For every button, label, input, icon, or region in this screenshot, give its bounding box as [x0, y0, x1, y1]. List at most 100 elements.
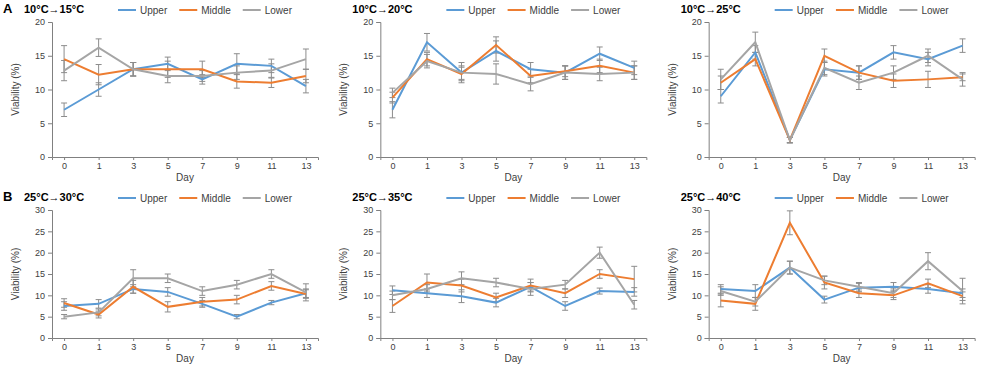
error-bar-cap [493, 286, 499, 287]
x-tick-mark [859, 157, 860, 160]
error-bar-cap [960, 86, 966, 87]
x-tick-label: 7 [857, 342, 862, 352]
plot-area [61, 39, 309, 117]
y-axis-line [705, 23, 710, 158]
chart-title: 10°C→25°C [681, 3, 741, 15]
legend-label: Lower [593, 193, 621, 204]
x-tick: 1 [425, 157, 430, 171]
error-bar-cap [856, 65, 862, 66]
y-tick-mark [705, 253, 709, 254]
error-bar-cap [165, 311, 171, 312]
x-tick: 11 [267, 157, 276, 171]
error-bars [61, 54, 309, 117]
x-tick-mark [824, 338, 825, 341]
legend: UpperMiddleLower [775, 5, 950, 16]
legend: UpperMiddleLower [118, 193, 293, 204]
x-tick: 9 [235, 157, 240, 171]
legend-label: Middle [858, 5, 888, 16]
error-bar-cap [890, 288, 896, 289]
x-tick: 1 [97, 157, 102, 171]
error-bar-cap [787, 274, 793, 275]
y-tick-mark [705, 274, 709, 275]
y-tick-label: 10 [35, 85, 45, 95]
x-tick-mark [462, 338, 463, 341]
error-bar-cap [389, 285, 395, 286]
y-tick: 30 [692, 205, 709, 215]
error-bar-cap [130, 62, 136, 63]
error-bar-cap [268, 63, 274, 64]
y-tick: 0 [697, 333, 709, 343]
error-bar-cap [597, 258, 603, 259]
error-bar-cap [562, 65, 568, 66]
error-bar-cap [424, 33, 430, 34]
error-bar-cap [459, 291, 465, 292]
error-bar-cap [597, 80, 603, 81]
error-bars [718, 39, 966, 143]
error-bar-cap [199, 61, 205, 62]
x-tick-mark [600, 157, 601, 160]
x-tick-label: 13 [301, 161, 311, 171]
error-bar-cap [821, 303, 827, 304]
x-tick: 9 [235, 338, 240, 352]
x-tick-mark [634, 157, 635, 160]
error-bar-cap [165, 301, 171, 302]
y-tick: 20 [363, 17, 380, 27]
y-tick-mark [376, 274, 380, 275]
x-tick-label: 7 [529, 342, 534, 352]
y-tick-mark [48, 317, 52, 318]
x-tick-label: 7 [200, 342, 205, 352]
y-axis: 051015202530 [363, 205, 381, 343]
error-bar-cap [96, 56, 102, 57]
error-bar-cap [199, 295, 205, 296]
error-bar-cap [130, 76, 136, 77]
x-tick-label: 1 [425, 342, 430, 352]
error-bar-cap [597, 278, 603, 279]
error-bar-cap [960, 72, 966, 73]
error-bar-cap [61, 80, 67, 81]
panel: 25°C→40°C0510152025300135791113DayViabil… [667, 191, 976, 364]
y-tick-mark [48, 274, 52, 275]
error-bar-cap [165, 296, 171, 297]
x-tick-label: 0 [390, 161, 395, 171]
x-tick: 7 [200, 157, 205, 171]
x-tick-label: 3 [788, 342, 793, 352]
error-bar-cap [96, 96, 102, 97]
y-tick-label: 10 [692, 291, 702, 301]
series-line [64, 274, 306, 317]
y-tick-mark [48, 56, 52, 57]
error-bar-cap [130, 76, 136, 77]
error-bar-cap [303, 283, 309, 284]
y-tick-mark [376, 210, 380, 211]
y-tick-label: 15 [692, 269, 702, 279]
error-bar-cap [821, 284, 827, 285]
y-tick-label: 0 [697, 152, 702, 162]
y-tick-mark [376, 56, 380, 57]
y-tick-label: 15 [692, 51, 702, 61]
legend-entry: Middle [508, 193, 560, 204]
legend-entry: Middle [836, 5, 888, 16]
error-bar-cap [96, 308, 102, 309]
y-tick-label: 15 [363, 269, 373, 279]
error-bar-cap [528, 90, 534, 91]
error-bar-cap [268, 78, 274, 79]
y-tick: 30 [363, 205, 380, 215]
x-tick-mark [565, 338, 566, 341]
y-tick-mark [705, 210, 709, 211]
y-tick: 5 [697, 119, 709, 129]
x-tick: 1 [753, 157, 758, 171]
error-bar-cap [493, 61, 499, 62]
x-tick: 5 [166, 157, 171, 171]
error-bar-cap [165, 282, 171, 283]
x-tick: 0 [719, 157, 724, 171]
legend-label: Middle [201, 5, 231, 16]
error-bars [389, 37, 637, 103]
legend-swatch [836, 9, 854, 11]
error-bar-cap [61, 103, 67, 104]
error-bar-cap [165, 57, 171, 58]
x-tick-mark [306, 157, 307, 160]
x-tick-mark [202, 338, 203, 341]
x-tick-mark [600, 338, 601, 341]
y-tick: 0 [40, 333, 52, 343]
error-bar-cap [234, 88, 240, 89]
panel-label: A [3, 1, 13, 16]
